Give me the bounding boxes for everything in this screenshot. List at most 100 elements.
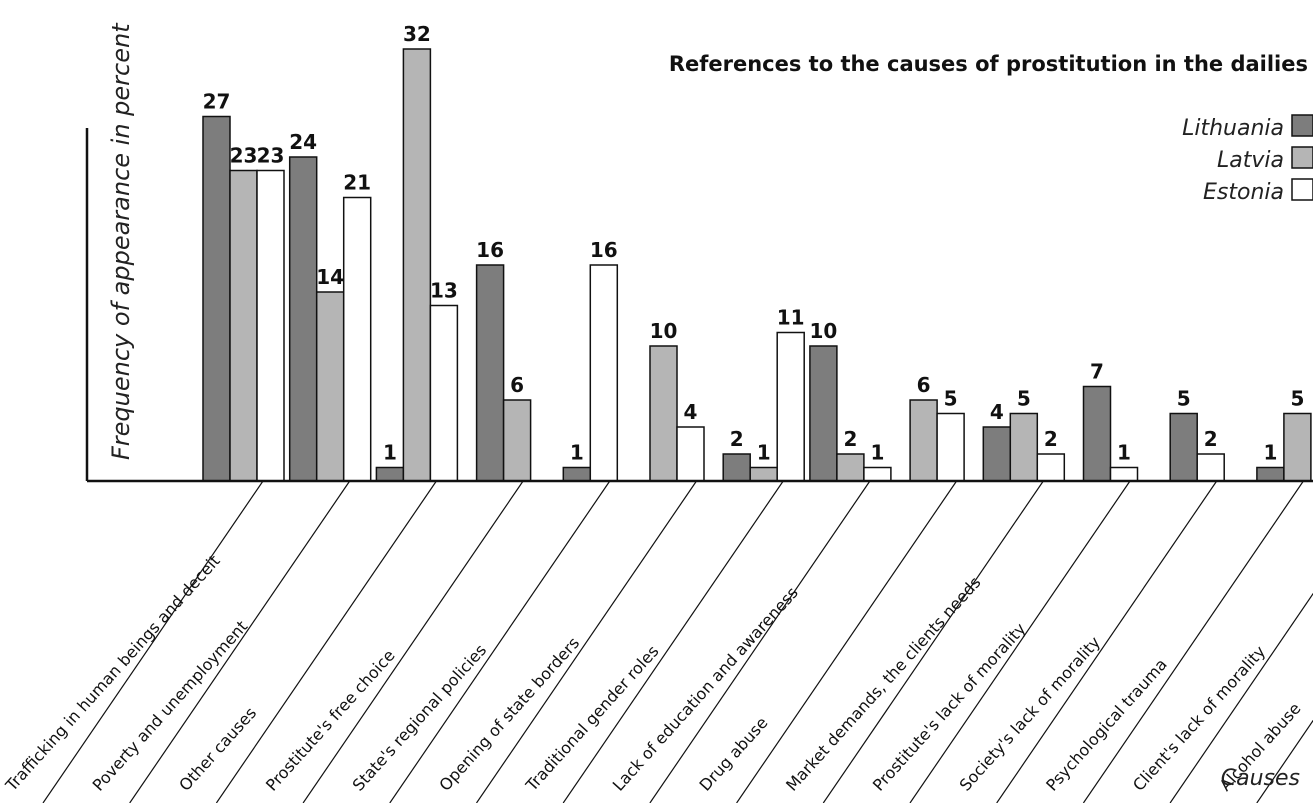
- category-separator: [822, 480, 1044, 803]
- value-label-lithuania-other-causes: 1: [383, 441, 397, 465]
- bar-latvia-other-causes: [402, 48, 432, 482]
- x-axis-label: Causes: [1221, 766, 1300, 791]
- value-label-estonia-traditional-gender-roles: 11: [777, 306, 805, 330]
- value-label-estonia-opening-of-state-borders: 4: [684, 400, 698, 424]
- bar-lithuania-psychological-trauma: [1256, 466, 1285, 482]
- value-label-lithuania-prostitute-s-lack-of-morality: 7: [1090, 360, 1104, 384]
- category-label-market-demands-the-clients-needs: Market demands, the clients needs: [782, 573, 984, 795]
- bar-lithuania-market-demands-the-clients-needs: [982, 426, 1012, 482]
- category-separator: [302, 480, 524, 803]
- category-label-opening-of-state-borders: Opening of state borders: [435, 633, 583, 794]
- legend: Lithuania Latvia Estonia: [1182, 114, 1313, 205]
- value-label-estonia-society-s-lack-of-morality: 2: [1204, 427, 1218, 451]
- value-label-latvia-opening-of-state-borders: 10: [650, 319, 678, 343]
- bar-lithuania-poverty-and-unemployment: [288, 156, 318, 482]
- value-label-lithuania-poverty-and-unemployment: 24: [289, 130, 317, 154]
- category-label-poverty-and-unemployment: Poverty and unemployment: [89, 617, 252, 795]
- category-label-society-s-lack-of-morality: Society's lack of morality: [956, 633, 1105, 795]
- bar-estonia-market-demands-the-clients-needs: [1036, 453, 1066, 482]
- bar-estonia-other-causes: [429, 304, 459, 482]
- bar-estonia-state-s-regional-policies: [589, 264, 619, 482]
- chart-title: References to the causes of prostitution…: [669, 52, 1308, 76]
- value-label-estonia-prostitute-s-lack-of-morality: 1: [1117, 441, 1131, 465]
- value-label-estonia-drug-abuse: 5: [944, 387, 958, 411]
- bar-estonia-traditional-gender-roles: [776, 331, 805, 482]
- bar-lithuania-prostitute-s-lack-of-morality: [1082, 385, 1112, 482]
- bar-latvia-poverty-and-unemployment: [315, 291, 345, 482]
- category-separator: [215, 480, 437, 803]
- category-separator: [1256, 719, 1313, 803]
- value-label-latvia-psychological-trauma: 5: [1290, 387, 1304, 411]
- legend-label-lithuania: Lithuania: [1182, 116, 1284, 141]
- value-label-estonia-poverty-and-unemployment: 21: [343, 171, 371, 195]
- legend-swatch-latvia: [1291, 146, 1313, 169]
- value-label-lithuania-state-s-regional-policies: 1: [570, 441, 584, 465]
- value-label-lithuania-lack-of-education-and-awareness: 10: [809, 319, 837, 343]
- legend-label-estonia: Estonia: [1203, 180, 1284, 205]
- value-label-lithuania-psychological-trauma: 1: [1263, 441, 1277, 465]
- legend-swatch-lithuania: [1291, 114, 1313, 137]
- category-separator: [736, 480, 958, 803]
- category-separator: [996, 480, 1218, 803]
- bar-lithuania-society-s-lack-of-morality: [1169, 412, 1198, 482]
- bar-latvia-lack-of-education-and-awareness: [836, 453, 865, 482]
- value-label-latvia-lack-of-education-and-awareness: 2: [843, 427, 857, 451]
- value-label-estonia-other-causes: 13: [430, 279, 458, 303]
- bar-latvia-opening-of-state-borders: [649, 345, 678, 482]
- value-label-lithuania-market-demands-the-clients-needs: 4: [990, 400, 1004, 424]
- category-layer: Trafficking in human beings and deceitPo…: [1, 480, 1313, 803]
- bar-estonia-lack-of-education-and-awareness: [863, 466, 892, 482]
- bar-latvia-trafficking-in-human-beings-and-deceit: [229, 169, 258, 482]
- bar-latvia-psychological-trauma: [1283, 412, 1312, 482]
- category-separator: [909, 480, 1131, 803]
- bars-layer: [202, 48, 1312, 482]
- bar-latvia-prostitute-s-free-choice: [502, 399, 532, 482]
- bar-lithuania-traditional-gender-roles: [722, 453, 751, 482]
- bar-lithuania-lack-of-education-and-awareness: [809, 345, 838, 482]
- bar-estonia-opening-of-state-borders: [676, 426, 705, 482]
- bar-estonia-poverty-and-unemployment: [342, 196, 372, 482]
- y-axis-label: Frequency of appearance in percent: [107, 22, 135, 460]
- value-label-latvia-poverty-and-unemployment: 14: [316, 265, 344, 289]
- category-label-drug-abuse: Drug abuse: [695, 713, 771, 795]
- value-label-lithuania-trafficking-in-human-beings-and-deceit: 27: [203, 90, 231, 114]
- value-label-estonia-market-demands-the-clients-needs: 2: [1044, 427, 1058, 451]
- category-separator: [476, 480, 697, 803]
- value-label-estonia-trafficking-in-human-beings-and-deceit: 23: [257, 144, 285, 168]
- legend-swatch-estonia: [1291, 178, 1313, 201]
- category-label-prostitute-s-lack-of-morality: Prostitute's lack of morality: [869, 619, 1030, 795]
- value-label-estonia-state-s-regional-policies: 16: [590, 238, 618, 262]
- bar-estonia-society-s-lack-of-morality: [1196, 453, 1225, 482]
- category-separator: [649, 480, 871, 803]
- value-label-latvia-other-causes: 32: [403, 22, 431, 46]
- category-separator: [562, 480, 784, 803]
- axes-layer: [85, 128, 1313, 483]
- value-label-latvia-trafficking-in-human-beings-and-deceit: 23: [230, 144, 258, 168]
- category-separator: [42, 480, 264, 803]
- bar-latvia-market-demands-the-clients-needs: [1009, 412, 1039, 482]
- bar-lithuania-state-s-regional-policies: [562, 466, 592, 482]
- category-label-lack-of-education-and-awareness: Lack of education and awareness: [609, 583, 802, 794]
- bar-estonia-trafficking-in-human-beings-and-deceit: [256, 169, 285, 482]
- value-label-latvia-drug-abuse: 6: [917, 373, 931, 397]
- bar-latvia-drug-abuse: [909, 399, 938, 482]
- bar-estonia-drug-abuse: [936, 412, 965, 482]
- category-separator: [1082, 480, 1304, 803]
- bar-lithuania-prostitute-s-free-choice: [475, 264, 505, 482]
- bar-lithuania-trafficking-in-human-beings-and-deceit: [202, 115, 231, 482]
- category-separator: [1169, 592, 1313, 803]
- bar-latvia-traditional-gender-roles: [749, 466, 778, 482]
- value-label-lithuania-traditional-gender-roles: 2: [730, 427, 744, 451]
- bar-lithuania-other-causes: [375, 466, 405, 482]
- value-label-estonia-lack-of-education-and-awareness: 1: [870, 441, 884, 465]
- value-label-latvia-traditional-gender-roles: 1: [757, 441, 771, 465]
- value-label-lithuania-prostitute-s-free-choice: 16: [476, 238, 504, 262]
- value-label-lithuania-society-s-lack-of-morality: 5: [1177, 387, 1191, 411]
- category-separator: [389, 480, 611, 803]
- category-separator: [129, 480, 351, 803]
- bar-estonia-prostitute-s-lack-of-morality: [1109, 466, 1139, 482]
- value-label-latvia-prostitute-s-free-choice: 6: [510, 373, 524, 397]
- legend-label-latvia: Latvia: [1217, 148, 1284, 173]
